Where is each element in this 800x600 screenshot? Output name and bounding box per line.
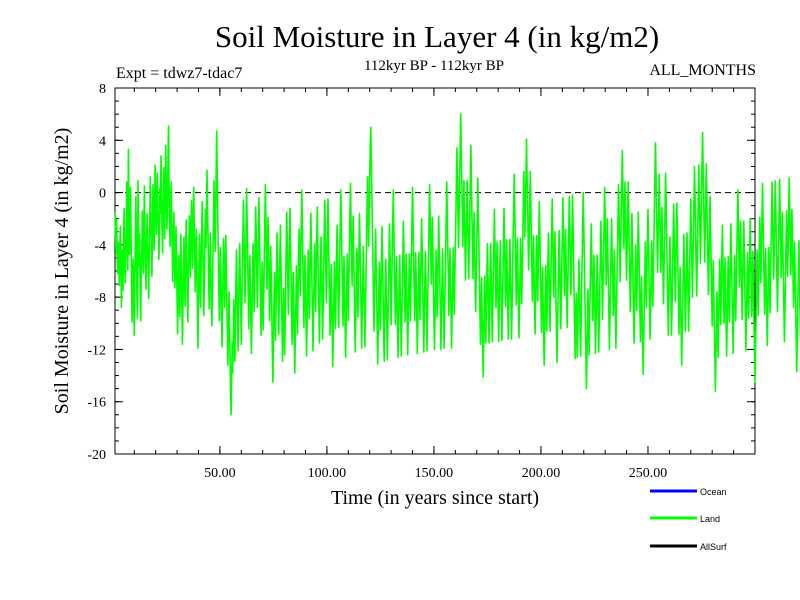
period-label: ALL_MONTHS bbox=[649, 62, 756, 79]
y-tick-label: -12 bbox=[87, 343, 106, 358]
plot-area: -20 -16 -12 -8 -4 0 4 8 50.00 100.00 150.00 200.00… bbox=[87, 82, 800, 481]
x-tick-label: 50.00 bbox=[204, 466, 236, 481]
series-line-land bbox=[114, 113, 800, 416]
y-tick-label: -4 bbox=[94, 239, 106, 254]
x-tick-label: 100.00 bbox=[308, 466, 347, 481]
y-tick-label: 0 bbox=[99, 187, 106, 202]
x-tick-label: 250.00 bbox=[629, 466, 668, 481]
legend-label-land: Land bbox=[700, 514, 720, 524]
legend: Ocean Land AllSurf bbox=[650, 487, 727, 552]
y-tick-label: -16 bbox=[87, 396, 106, 411]
x-tick-label: 150.00 bbox=[415, 466, 454, 481]
y-tick-label: -8 bbox=[94, 291, 106, 306]
y-axis-ticks: -20 -16 -12 -8 -4 0 4 8 bbox=[87, 82, 755, 463]
legend-label-ocean: Ocean bbox=[700, 487, 727, 497]
x-tick-label: 200.00 bbox=[522, 466, 561, 481]
y-tick-label: 4 bbox=[99, 134, 106, 149]
x-axis-ticks: 50.00 100.00 150.00 200.00 250.00 bbox=[204, 88, 667, 481]
y-tick-label: 8 bbox=[99, 82, 106, 97]
y-tick-label: -20 bbox=[87, 448, 106, 463]
chart-subtitle: 112kyr BP - 112kyr BP bbox=[364, 58, 504, 74]
x-axis-label: Time (in years since start) bbox=[331, 487, 539, 509]
legend-label-allsurf: AllSurf bbox=[700, 542, 727, 552]
y-axis-label: Soil Moisture in Layer 4 (in kg/m2) bbox=[51, 128, 73, 415]
experiment-label: Expt = tdwz7-tdac7 bbox=[116, 65, 242, 82]
chart-title: Soil Moisture in Layer 4 (in kg/m2) bbox=[215, 19, 659, 54]
